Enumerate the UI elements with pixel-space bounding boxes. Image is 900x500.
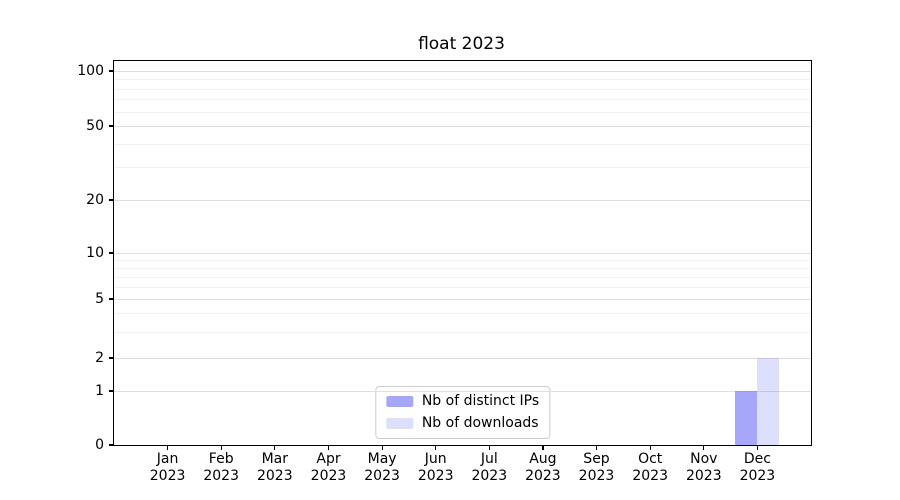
x-tick-mark	[220, 445, 222, 450]
y-tick-mark	[109, 70, 114, 72]
x-tick-mark	[703, 445, 705, 450]
x-tick-label: Mar 2023	[256, 451, 293, 484]
y-tick-label: 1	[95, 383, 104, 399]
y-tick-mark	[109, 199, 114, 201]
x-tick-mark	[274, 445, 276, 450]
legend-swatch-distinct-ips	[385, 396, 413, 407]
x-tick-mark	[488, 445, 490, 450]
y-tick-label: 5	[95, 291, 104, 307]
x-tick-label: Jul 2023	[471, 451, 508, 484]
y-tick-mark	[109, 390, 114, 392]
legend-label-downloads: Nb of downloads	[421, 415, 539, 431]
gridline-minor	[114, 331, 811, 333]
gridline-major	[114, 299, 811, 300]
legend-label-distinct-ips: Nb of distinct IPs	[421, 393, 540, 409]
gridline-minor	[114, 111, 811, 113]
y-tick-label: 100	[77, 63, 104, 79]
y-tick-mark	[109, 125, 114, 127]
y-tick-mark	[109, 298, 114, 300]
bar-downloads-dec	[757, 358, 780, 445]
gridline-major	[114, 126, 811, 127]
gridline-minor	[114, 99, 811, 101]
legend-item-distinct-ips: Nb of distinct IPs	[385, 393, 540, 410]
chart-title: float 2023	[418, 34, 505, 54]
y-tick-label: 50	[86, 118, 104, 134]
y-tick-mark	[109, 444, 114, 446]
gridline-minor	[114, 167, 811, 169]
gridline-major	[114, 253, 811, 254]
y-tick-label: 20	[86, 192, 104, 208]
plot-area: Nb of distinct IPs Nb of downloads 0 1 2 5 1…	[77, 60, 812, 484]
gridline-minor	[114, 313, 811, 315]
x-tick-label: Sep 2023	[578, 451, 615, 484]
gridline-minor	[114, 260, 811, 261]
gridline-minor	[114, 267, 811, 269]
x-tick-label: Jun 2023	[417, 451, 454, 484]
y-tick-label: 2	[95, 350, 104, 366]
x-tick-label: Oct 2023	[632, 451, 669, 484]
y-tick-mark	[109, 252, 114, 254]
x-tick-label: Apr 2023	[310, 451, 347, 484]
x-tick-mark	[595, 445, 598, 450]
gridline-minor	[114, 276, 811, 278]
gridline-minor	[114, 88, 811, 90]
x-tick-mark	[167, 445, 169, 450]
x-tick-mark	[381, 445, 383, 450]
x-tick-label: Jan 2023	[149, 451, 186, 484]
x-tick-label: Dec 2023	[739, 451, 776, 484]
gridline-minor	[114, 79, 811, 81]
gridline-minor	[114, 286, 811, 288]
gridline-minor	[114, 144, 811, 145]
legend-swatch-downloads	[385, 418, 413, 429]
legend: Nb of distinct IPs Nb of downloads	[374, 386, 551, 439]
gridline-major	[114, 391, 811, 392]
x-tick-mark	[435, 445, 437, 450]
x-tick-mark	[542, 445, 544, 450]
x-tick-mark	[327, 445, 330, 450]
y-tick-label: 0	[95, 437, 104, 453]
gridline-major	[114, 358, 811, 359]
legend-item-downloads: Nb of downloads	[385, 415, 539, 432]
gridline-major	[114, 71, 811, 72]
y-tick-label: 10	[86, 245, 104, 261]
gridline-major	[114, 200, 811, 201]
bar-distinct-ips-dec	[735, 391, 758, 445]
x-tick-label: Aug 2023	[525, 451, 561, 484]
x-tick-mark	[649, 445, 651, 450]
x-tick-label: Feb 2023	[203, 451, 240, 484]
x-tick-mark	[756, 445, 759, 450]
y-tick-mark	[109, 357, 114, 359]
x-tick-label: May 2023	[364, 451, 400, 484]
x-tick-label: Nov 2023	[685, 451, 722, 484]
